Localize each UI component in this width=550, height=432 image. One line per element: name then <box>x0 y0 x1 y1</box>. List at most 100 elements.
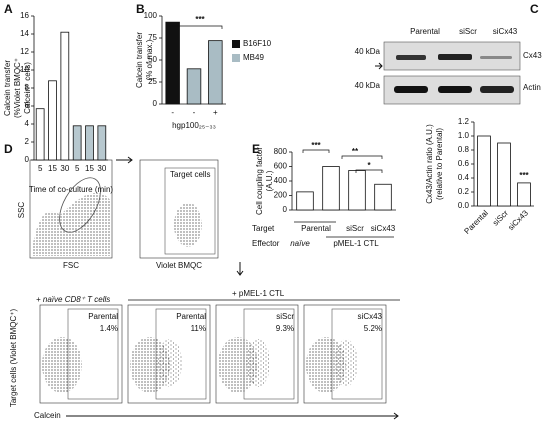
y-tick-label: 0.4 <box>458 173 470 182</box>
target-label: Parental <box>301 224 331 233</box>
legend-label: MB49 <box>243 53 264 62</box>
x-tick-label: siCx43 <box>506 208 530 232</box>
y-axis-label: (relative to Parental) <box>435 128 444 200</box>
gate-percent: 11% <box>191 324 206 333</box>
condition-label: + naïve CD8⁺ T cells <box>36 295 110 304</box>
legend-swatch <box>232 54 240 62</box>
y-tick-label: 0 <box>283 205 288 214</box>
x-tick-label: 5 <box>75 164 80 173</box>
annotation: *** <box>195 15 205 24</box>
x-axis-label: Time of co-culture (min) <box>29 185 114 194</box>
bar <box>374 183 392 211</box>
axis-label: FSC <box>63 261 79 270</box>
sig-bracket <box>302 149 330 153</box>
y-tick-label: 75 <box>148 33 157 42</box>
axis-label: SSC <box>17 202 26 219</box>
flow-gate <box>155 308 207 400</box>
y-tick-label: 600 <box>274 162 288 171</box>
gate-label: siScr <box>276 312 294 321</box>
bar <box>477 135 491 207</box>
x-tick-label: - <box>193 108 196 117</box>
y-tick-label: 400 <box>274 176 288 185</box>
y-axis-label: (A.U.) <box>265 170 274 191</box>
bar <box>60 31 70 161</box>
y-tick-label: 0.2 <box>458 187 470 196</box>
annotation: ** <box>352 147 359 156</box>
y-tick-label: 200 <box>274 191 288 200</box>
y-tick-label: 6 <box>25 101 30 110</box>
axis-label: Violet BMQC <box>156 261 202 270</box>
x-tick-label: 15 <box>48 164 57 173</box>
x-tick-label: - <box>171 108 174 117</box>
gate-label: Parental <box>88 312 118 321</box>
annotation: *** <box>311 141 321 150</box>
y-axis-label: (%Violet BMQC⁺ <box>13 58 22 118</box>
bar <box>208 40 223 105</box>
bar <box>296 191 314 211</box>
x-axis-label: hgp100₂₅₋₃₃ <box>172 121 216 130</box>
y-axis-label: Calcein transfer <box>3 60 12 116</box>
y-axis-label: (% of max.) <box>145 39 154 80</box>
gate-percent: 5.2% <box>364 324 382 333</box>
gate-percent: 1.4% <box>100 324 118 333</box>
x-tick-label: 30 <box>97 164 106 173</box>
table-e: Target Effector Parental siScr siCx43 na… <box>252 221 396 248</box>
target-label: siScr <box>346 224 364 233</box>
y-axis-label: Calcein transfer <box>135 32 144 88</box>
y-tick-label: 10 <box>20 65 29 74</box>
bar <box>517 182 531 207</box>
x-tick-label: Parental <box>462 208 490 236</box>
axis-label: Calcein <box>34 411 61 420</box>
row-label: Effector <box>252 239 280 248</box>
bar <box>497 142 511 207</box>
bar <box>97 125 107 161</box>
y-tick-label: 0 <box>153 99 158 108</box>
y-tick-label: 0 <box>25 155 30 164</box>
y-tick-label: 16 <box>20 11 29 20</box>
flow-gate <box>243 308 295 400</box>
flow-gate <box>67 308 119 400</box>
lane-label: siScr <box>459 27 477 36</box>
flow-gate <box>331 308 383 400</box>
gate-label: Target cells <box>170 170 210 179</box>
flow-density <box>158 339 182 387</box>
legend-swatch <box>232 40 240 48</box>
gate-label: Parental <box>176 312 206 321</box>
panel-label: B <box>136 2 145 16</box>
y-tick-label: 0.6 <box>458 159 470 168</box>
axis-label: Target cells (Violet BMQC⁺) <box>9 309 18 408</box>
gate-label: siCx43 <box>358 312 383 321</box>
bar <box>85 125 94 161</box>
flow-density <box>42 337 82 393</box>
effector-label: pMEL-1 CTL <box>333 239 379 248</box>
x-tick-label: + <box>213 108 218 117</box>
bar <box>165 21 180 105</box>
x-tick-label: 5 <box>38 164 43 173</box>
condition-label: + pMEL-1 CTL <box>232 289 285 298</box>
bar <box>35 108 45 161</box>
panel-label: C <box>530 2 539 16</box>
y-tick-label: 1.2 <box>458 117 470 126</box>
flow-density <box>246 339 270 387</box>
y-tick-label: 0.8 <box>458 145 470 154</box>
panel-label: E <box>252 142 260 156</box>
y-axis-label: Calcein⁺ cells) <box>23 62 32 114</box>
y-tick-label: 100 <box>144 11 158 20</box>
x-tick-label: 30 <box>60 164 69 173</box>
y-tick-label: 1.0 <box>458 131 470 140</box>
y-axis-label: Cx43/Actin ratio (A.U.) <box>425 124 434 204</box>
bar <box>186 68 202 105</box>
target-label: siCx43 <box>371 224 396 233</box>
lane-label: siCx43 <box>493 27 518 36</box>
effector-label: naïve <box>290 239 310 248</box>
marker-label: 40 kDa <box>355 47 381 56</box>
y-tick-label: 14 <box>20 29 29 38</box>
y-axis-label: Cell coupling factor <box>255 147 264 215</box>
bar <box>348 170 366 211</box>
gate-percent: 9.3% <box>276 324 294 333</box>
panel-label: D <box>4 142 13 156</box>
blot: Parental siScr siCx43 40 kDa 40 kDa Cx43… <box>355 27 542 105</box>
row-label: Target <box>252 224 275 233</box>
sig-bracket <box>355 169 383 173</box>
